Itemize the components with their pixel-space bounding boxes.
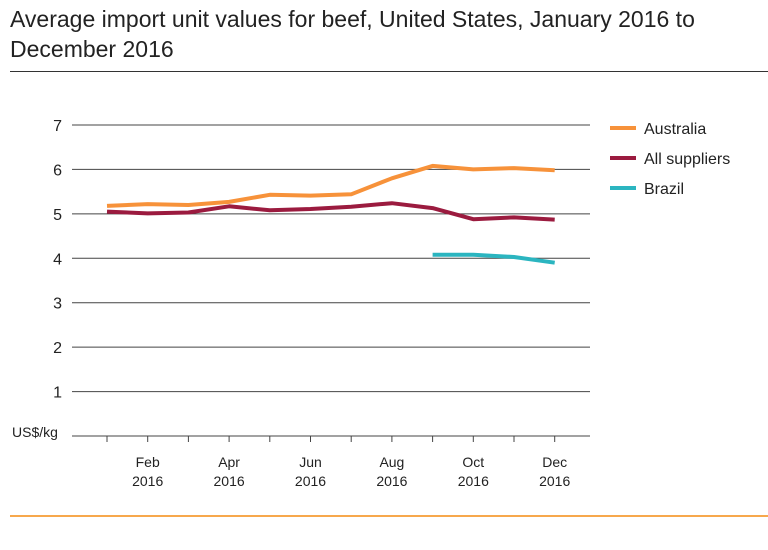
legend-label-all-suppliers: All suppliers: [644, 151, 730, 168]
x-tick-month: Feb: [136, 454, 160, 470]
x-tick-year: 2016: [458, 473, 489, 489]
legend: Australia All suppliers Brazil: [610, 121, 730, 198]
title-divider: [10, 71, 768, 72]
y-tick-label: 5: [53, 207, 62, 224]
series-line-australia: [106, 163, 555, 208]
y-tick-label: 7: [53, 118, 62, 135]
gridlines: [72, 124, 590, 437]
y-tick-label: 2: [53, 340, 62, 357]
y-tick-label: 1: [53, 385, 62, 402]
legend-label-brazil: Brazil: [644, 181, 684, 198]
x-tick-month: Aug: [379, 454, 404, 470]
x-tick-year: 2016: [539, 473, 570, 489]
x-tick-year: 2016: [132, 473, 163, 489]
y-tick-label: 3: [53, 296, 62, 313]
y-tick-label: 4: [53, 251, 62, 268]
y-axis-unit-label: US$/kg: [12, 424, 58, 440]
legend-label-australia: Australia: [644, 121, 706, 138]
series-lines: [106, 163, 555, 265]
y-tick-label: 6: [53, 162, 62, 179]
x-tick-year: 2016: [214, 473, 245, 489]
x-tick-month: Dec: [542, 454, 567, 470]
series-line-all-suppliers: [106, 201, 555, 222]
chart-title: Average import unit values for beef, Uni…: [10, 6, 695, 62]
x-tick-month: Jun: [299, 454, 322, 470]
x-tick-year: 2016: [376, 473, 407, 489]
x-tick-year: 2016: [295, 473, 326, 489]
x-axis-ticks: Feb 2016 Apr 2016 Jun 2016 Aug 2016 Oct 2016 Dec 20…: [106, 436, 570, 489]
x-tick-month: Oct: [462, 454, 484, 470]
series-line-brazil: [432, 252, 555, 265]
x-tick-month: Apr: [218, 454, 240, 470]
footer-divider: [10, 515, 768, 517]
y-axis-ticks: 1 2 3 4 5 6 7: [53, 118, 62, 402]
